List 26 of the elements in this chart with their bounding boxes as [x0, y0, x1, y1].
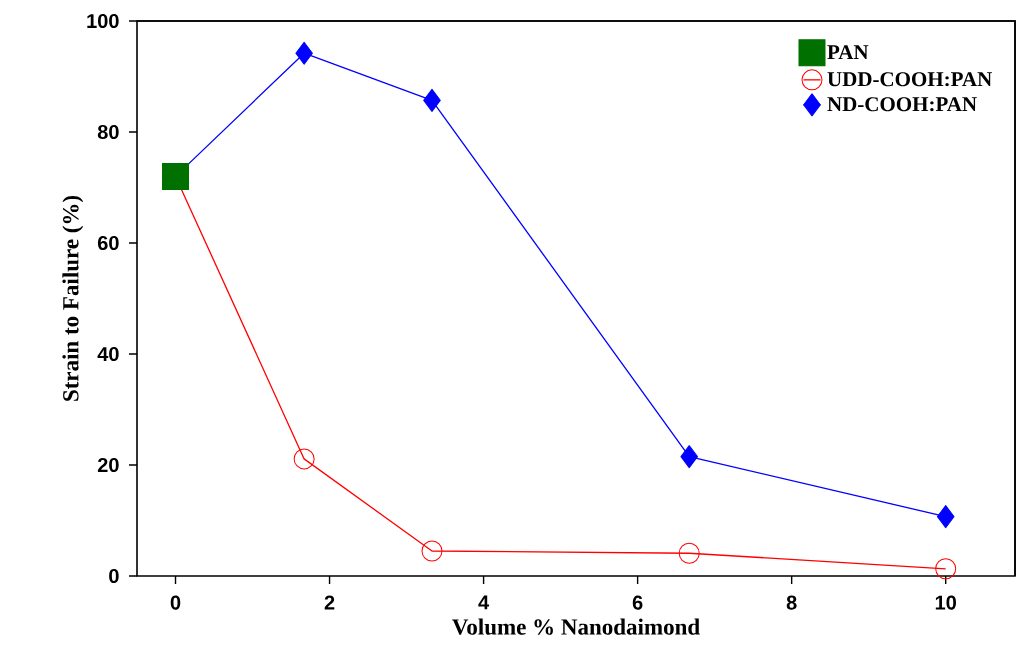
y-tick-label: 80	[97, 124, 119, 140]
x-tick-label: 8	[786, 595, 797, 610]
point	[423, 88, 441, 112]
x-tick-label: 4	[478, 595, 490, 610]
y-tick-label: 40	[97, 346, 119, 362]
legend-label: PAN	[827, 45, 869, 60]
point	[680, 445, 698, 469]
point	[935, 558, 957, 580]
y-tick-label: 100	[87, 13, 119, 29]
legend-label: UDD-COOH:PAN	[827, 72, 992, 87]
point	[162, 162, 190, 190]
x-tick-label: 2	[324, 595, 335, 610]
point	[421, 540, 443, 562]
point	[293, 448, 315, 470]
x-tick-label: 0	[170, 595, 181, 610]
legend-label: ND-COOH:PAN	[827, 97, 977, 112]
y-tick-label: 20	[97, 457, 119, 473]
point	[936, 505, 955, 529]
x-tick-label: 6	[632, 595, 643, 610]
y-tick-label: 60	[97, 235, 119, 251]
x-axis-title: Volume % Nanodaimond	[452, 618, 700, 635]
y-tick-label: 0	[109, 568, 119, 584]
y-axis-title: Strain to Failure (%)	[62, 195, 84, 401]
point	[678, 542, 700, 564]
point	[295, 41, 313, 65]
x-tick-label: 10	[935, 595, 956, 610]
